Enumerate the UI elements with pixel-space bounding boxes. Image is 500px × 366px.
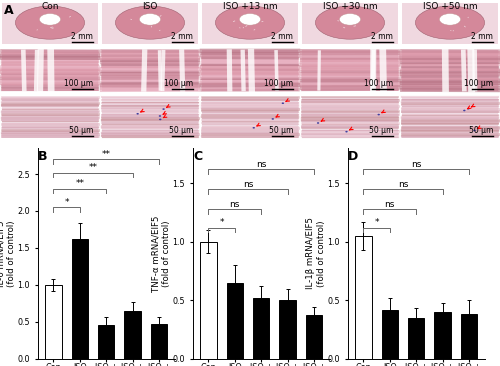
Text: *: * <box>64 198 69 207</box>
Text: 2 mm: 2 mm <box>72 32 93 41</box>
Bar <box>2 50 98 91</box>
Bar <box>461 314 477 359</box>
Text: ISO +30 nm: ISO +30 nm <box>322 2 378 11</box>
Bar <box>382 310 398 359</box>
Ellipse shape <box>316 6 384 39</box>
Bar <box>355 236 372 359</box>
Bar <box>402 3 498 44</box>
Ellipse shape <box>116 6 184 39</box>
Bar <box>402 50 498 91</box>
Bar <box>253 298 270 359</box>
Text: **: ** <box>76 179 84 188</box>
Bar <box>102 97 198 138</box>
Bar <box>408 318 424 359</box>
Text: ISO: ISO <box>142 2 158 11</box>
Ellipse shape <box>216 6 284 39</box>
Ellipse shape <box>240 14 260 25</box>
Text: 50 μm: 50 μm <box>269 126 293 135</box>
Text: 50 μm: 50 μm <box>169 126 193 135</box>
Text: ns: ns <box>384 199 395 209</box>
Text: ISO +50 nm: ISO +50 nm <box>422 2 478 11</box>
Bar <box>302 97 398 138</box>
Ellipse shape <box>140 14 160 25</box>
Text: 100 μm: 100 μm <box>164 79 193 88</box>
Ellipse shape <box>252 127 255 128</box>
Bar <box>280 300 296 359</box>
Bar <box>302 50 398 91</box>
Text: 100 μm: 100 μm <box>364 79 393 88</box>
Text: 2 mm: 2 mm <box>172 32 193 41</box>
Bar <box>72 239 88 359</box>
Text: B: B <box>38 150 48 163</box>
Bar <box>202 3 298 44</box>
Bar <box>202 97 298 138</box>
Text: 2 mm: 2 mm <box>472 32 493 41</box>
Ellipse shape <box>317 122 320 124</box>
Text: 100 μm: 100 μm <box>464 79 493 88</box>
Ellipse shape <box>467 108 469 109</box>
Text: ISO +13 nm: ISO +13 nm <box>222 2 278 11</box>
Y-axis label: TNF-α mRNA/EIF5
(fold of control): TNF-α mRNA/EIF5 (fold of control) <box>152 215 171 292</box>
Ellipse shape <box>378 114 380 115</box>
Text: ns: ns <box>256 160 266 169</box>
Text: ns: ns <box>411 160 422 169</box>
Bar <box>306 315 322 359</box>
Ellipse shape <box>416 6 484 39</box>
Text: *: * <box>374 218 379 227</box>
Ellipse shape <box>282 102 284 104</box>
Text: ns: ns <box>243 180 253 189</box>
Ellipse shape <box>272 118 274 120</box>
Text: **: ** <box>88 163 98 172</box>
Ellipse shape <box>346 131 348 132</box>
Ellipse shape <box>16 6 84 39</box>
Ellipse shape <box>340 14 360 25</box>
Y-axis label: IL-1β mRNA/EIF5
(fold of control): IL-1β mRNA/EIF5 (fold of control) <box>306 217 326 290</box>
Bar <box>124 311 141 359</box>
Ellipse shape <box>158 115 161 117</box>
Text: 2 mm: 2 mm <box>372 32 393 41</box>
Y-axis label: IL-6 mRNA/EIF5
(fold of control): IL-6 mRNA/EIF5 (fold of control) <box>0 220 16 287</box>
Text: **: ** <box>102 150 111 159</box>
Bar <box>151 324 168 359</box>
Bar <box>2 3 98 44</box>
Bar <box>2 97 98 138</box>
Bar <box>45 285 62 359</box>
Text: 100 μm: 100 μm <box>264 79 293 88</box>
Bar <box>202 50 298 91</box>
Text: 100 μm: 100 μm <box>64 79 93 88</box>
Text: Con: Con <box>41 2 59 11</box>
Text: D: D <box>348 150 358 163</box>
Text: 2 mm: 2 mm <box>272 32 293 41</box>
Ellipse shape <box>440 14 460 25</box>
Text: A: A <box>4 4 14 17</box>
Text: 50 μm: 50 μm <box>69 126 93 135</box>
Bar <box>402 97 498 138</box>
Ellipse shape <box>136 113 139 115</box>
Bar <box>102 3 198 44</box>
Text: C: C <box>193 150 202 163</box>
Bar <box>200 242 216 359</box>
Bar <box>226 283 243 359</box>
Bar <box>434 312 451 359</box>
Ellipse shape <box>463 110 466 111</box>
Text: 50 μm: 50 μm <box>469 126 493 135</box>
Text: ns: ns <box>230 199 240 209</box>
Bar <box>98 325 114 359</box>
Ellipse shape <box>159 119 162 120</box>
Text: ns: ns <box>398 180 408 189</box>
Bar <box>302 3 398 44</box>
Bar <box>102 50 198 91</box>
Ellipse shape <box>162 108 165 110</box>
Text: *: * <box>220 218 224 227</box>
Ellipse shape <box>40 14 60 25</box>
Ellipse shape <box>474 130 476 131</box>
Text: 50 μm: 50 μm <box>369 126 393 135</box>
